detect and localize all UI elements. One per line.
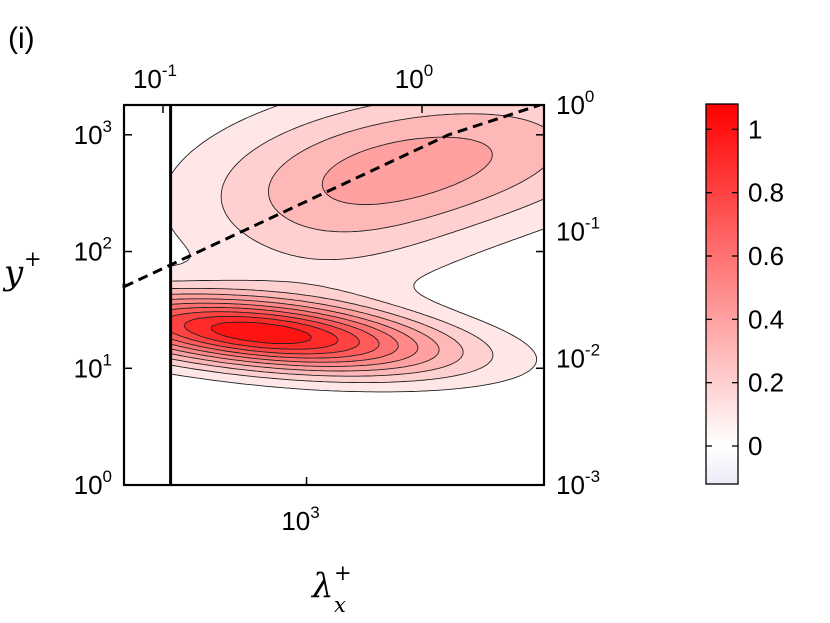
colorbar-tick-label-5: 1 bbox=[748, 114, 762, 144]
plot-frame bbox=[122, 103, 546, 487]
panel-label: (i) bbox=[8, 22, 35, 55]
colorbar-tick-label-4: 0.8 bbox=[748, 178, 784, 208]
contour-line-7 bbox=[161, 311, 360, 355]
colorbar-gradient bbox=[706, 104, 738, 484]
top-tick-label-1: 100 bbox=[395, 61, 433, 94]
x-axis-label-sub: x bbox=[334, 593, 346, 617]
y-tick-label-1: 101 bbox=[74, 350, 112, 383]
colorbar-ticks: 0 0.2 0.4 0.6 0.8 1 bbox=[706, 114, 784, 461]
y-tick-label-0: 100 bbox=[74, 467, 112, 500]
right-tick-label-1: 10-2 bbox=[556, 340, 600, 373]
contour-line-9 bbox=[210, 321, 312, 345]
top-tick-label-0: 10-1 bbox=[133, 61, 177, 94]
y-axis-label: y + bbox=[2, 247, 42, 293]
x-axis-label-sup: + bbox=[334, 561, 352, 585]
y-tick-label-2: 102 bbox=[74, 234, 112, 267]
colorbar: 0 0.2 0.4 0.6 0.8 1 bbox=[705, 103, 784, 485]
contour-line-0 bbox=[124, 105, 544, 393]
colorbar-frame bbox=[705, 103, 739, 485]
reference-dashed-line bbox=[124, 105, 541, 289]
colorbar-tick-label-1: 0.2 bbox=[748, 368, 784, 398]
contour-levels bbox=[124, 105, 544, 393]
cutoff-mask bbox=[124, 105, 171, 485]
colorbar-tick-label-2: 0.4 bbox=[748, 304, 784, 334]
axis-layer: 100 101 102 103 103 10-1 100 10-3 10-2 10-1 100 bbox=[74, 61, 600, 536]
right-tick-label-2: 10-1 bbox=[556, 214, 600, 247]
y-axis-label-sup: + bbox=[24, 247, 42, 271]
overlay-layer bbox=[124, 105, 541, 485]
contour-line-8 bbox=[183, 315, 339, 350]
colorbar-tick-label-0: 0 bbox=[748, 431, 762, 461]
right-tick-label-3: 100 bbox=[556, 87, 594, 120]
right-tick-label-0: 10-3 bbox=[556, 467, 600, 500]
x-axis-label-base: λ bbox=[310, 566, 334, 606]
colorbar-tick-label-3: 0.6 bbox=[748, 241, 784, 271]
y-tick-label-3: 103 bbox=[74, 117, 112, 150]
contour-level-9 bbox=[210, 321, 313, 345]
contour-layer bbox=[124, 105, 544, 485]
y-axis-label-base: y bbox=[2, 253, 24, 293]
x-tick-label-0: 103 bbox=[281, 503, 319, 536]
contour-fill-9 bbox=[210, 321, 313, 344]
plot-area bbox=[122, 103, 546, 487]
x-axis-label: λ + x bbox=[310, 561, 352, 617]
